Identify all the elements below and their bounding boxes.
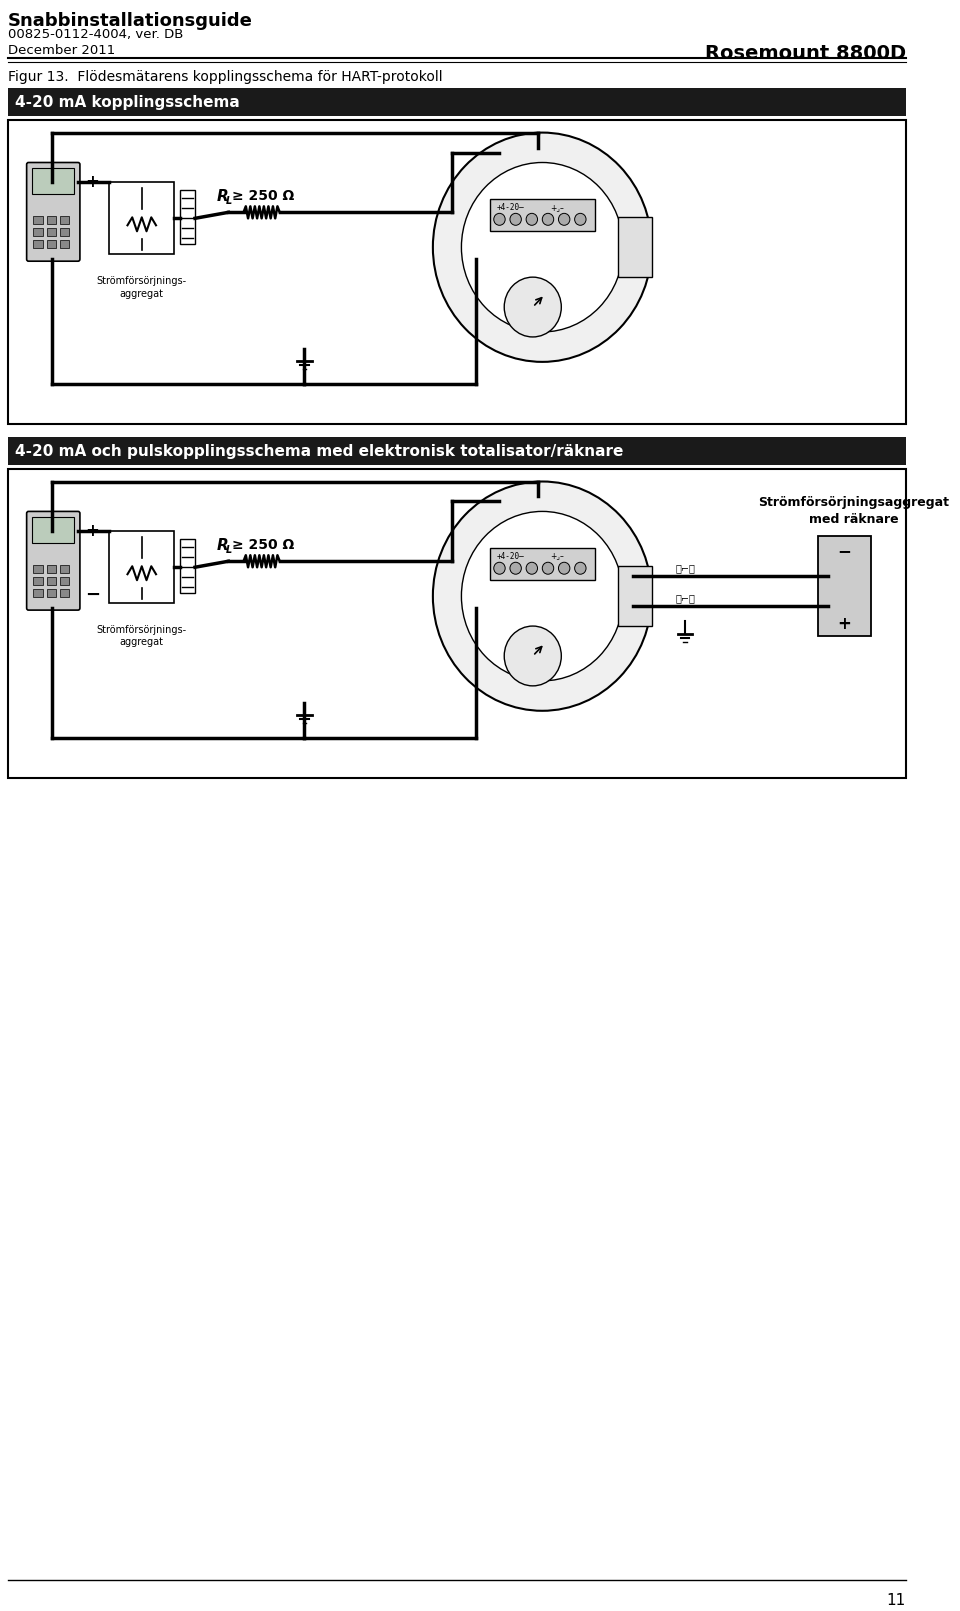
Text: 11: 11	[886, 1593, 905, 1608]
Text: Rosemount 8800D: Rosemount 8800D	[705, 43, 905, 63]
Text: ⎯⌐⎯: ⎯⌐⎯	[675, 564, 695, 574]
Circle shape	[559, 213, 570, 226]
Bar	[34, 590, 43, 598]
Circle shape	[462, 511, 623, 681]
Bar	[8, 87, 905, 116]
Bar	[8, 119, 905, 424]
Text: Figur 13.  Flödesmätarens kopplingsschema för HART-protokoll: Figur 13. Flödesmätarens kopplingsschema…	[8, 69, 443, 84]
Circle shape	[462, 163, 623, 332]
Circle shape	[433, 132, 652, 362]
Bar	[618, 565, 652, 627]
Bar	[34, 240, 43, 248]
FancyBboxPatch shape	[27, 511, 80, 611]
Bar	[180, 540, 195, 593]
Bar	[8, 437, 905, 464]
Text: +: +	[837, 615, 851, 633]
Bar	[34, 229, 43, 237]
Bar	[47, 565, 56, 574]
Text: 00825-0112-4004, ver. DB: 00825-0112-4004, ver. DB	[8, 27, 183, 40]
Bar	[109, 532, 174, 603]
Bar	[33, 169, 74, 195]
Circle shape	[542, 562, 554, 574]
Bar	[60, 240, 69, 248]
Text: ⎯⌐⎯: ⎯⌐⎯	[675, 593, 695, 603]
Bar	[60, 577, 69, 585]
Text: L: L	[226, 545, 231, 556]
Text: ≥ 250 Ω: ≥ 250 Ω	[232, 190, 295, 203]
Circle shape	[433, 482, 652, 710]
Circle shape	[510, 562, 521, 574]
Text: +: +	[85, 522, 100, 540]
Bar	[60, 590, 69, 598]
Bar	[34, 216, 43, 224]
Bar	[818, 536, 871, 636]
Text: +4-20–: +4-20–	[496, 203, 524, 213]
Circle shape	[504, 277, 562, 337]
Bar	[8, 469, 905, 778]
Text: ≥ 250 Ω: ≥ 250 Ω	[232, 538, 295, 553]
Bar	[60, 229, 69, 237]
Bar	[47, 229, 56, 237]
Bar	[618, 217, 652, 277]
Bar	[490, 548, 594, 580]
Bar	[60, 216, 69, 224]
Circle shape	[559, 562, 570, 574]
Text: +: +	[85, 174, 100, 192]
Circle shape	[510, 213, 521, 226]
Bar	[109, 182, 174, 255]
Text: Strömförsörjningsaggregat
med räknare: Strömförsörjningsaggregat med räknare	[757, 496, 948, 527]
Bar	[47, 590, 56, 598]
Circle shape	[526, 562, 538, 574]
Text: −: −	[85, 586, 101, 604]
Bar	[47, 577, 56, 585]
Bar	[60, 565, 69, 574]
Bar	[34, 577, 43, 585]
Text: +⌟–: +⌟–	[550, 203, 564, 213]
Bar	[47, 216, 56, 224]
Circle shape	[493, 562, 505, 574]
Bar	[47, 240, 56, 248]
Text: December 2011: December 2011	[8, 43, 115, 56]
Circle shape	[504, 627, 562, 686]
Text: 4-20 mA och pulskopplingsschema med elektronisk totalisator/räknare: 4-20 mA och pulskopplingsschema med elek…	[15, 445, 624, 459]
Text: R: R	[217, 188, 228, 205]
FancyBboxPatch shape	[27, 163, 80, 261]
Text: Strömförsörjnings-
aggregat: Strömförsörjnings- aggregat	[97, 625, 187, 648]
Circle shape	[542, 213, 554, 226]
Text: R: R	[217, 538, 228, 553]
Bar	[490, 200, 594, 232]
Text: Snabbinstallationsguide: Snabbinstallationsguide	[8, 11, 252, 31]
Text: −: −	[837, 543, 851, 561]
Circle shape	[526, 213, 538, 226]
Text: 4-20 mA kopplingsschema: 4-20 mA kopplingsschema	[15, 95, 240, 110]
Text: +⌟–: +⌟–	[550, 553, 564, 561]
Circle shape	[575, 213, 586, 226]
Text: L: L	[226, 197, 231, 206]
Bar	[34, 565, 43, 574]
Circle shape	[493, 213, 505, 226]
Text: Strömförsörjnings-
aggregat: Strömförsörjnings- aggregat	[97, 275, 187, 298]
Bar	[180, 190, 195, 245]
Circle shape	[575, 562, 586, 574]
Text: +4-20–: +4-20–	[496, 553, 524, 561]
Bar	[33, 517, 74, 543]
